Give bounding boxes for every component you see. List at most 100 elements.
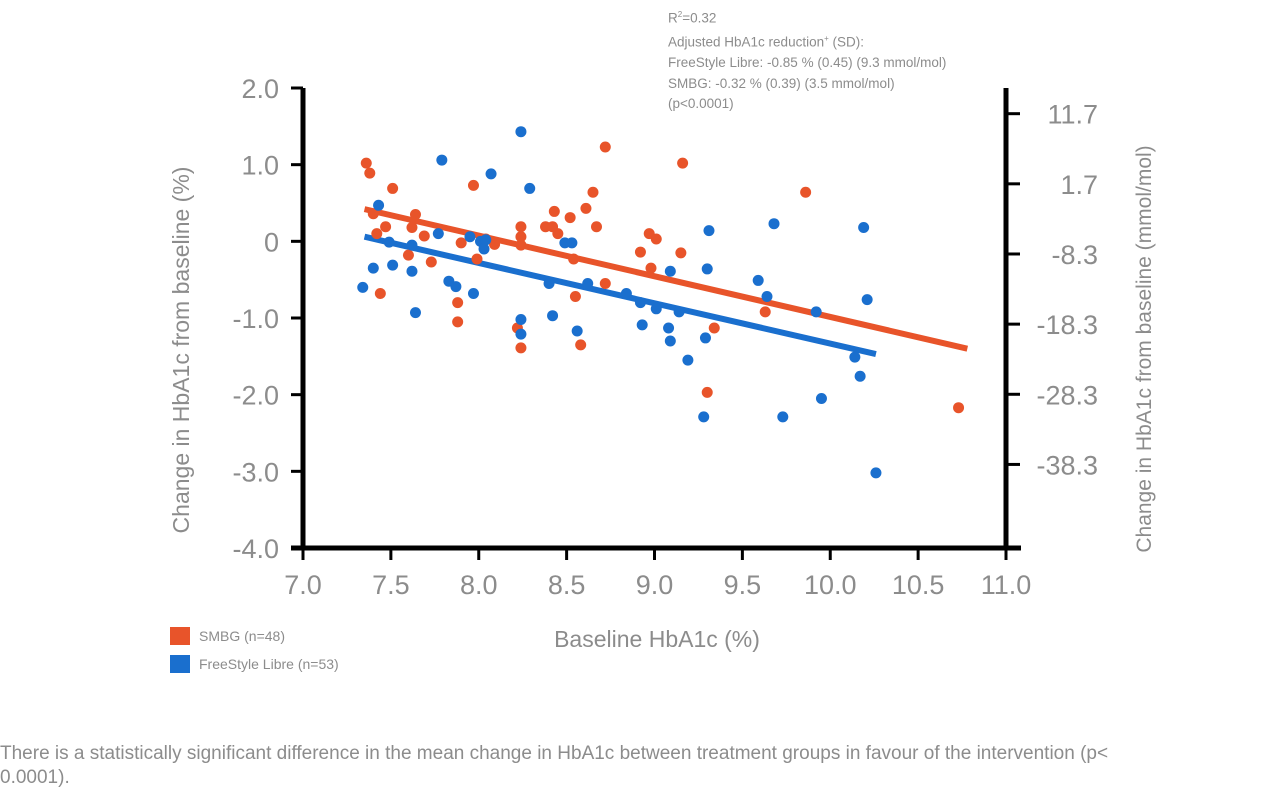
point-smbg <box>548 205 560 217</box>
point-libre <box>663 322 675 334</box>
point-smbg <box>591 221 603 233</box>
point-libre <box>432 228 444 240</box>
x-tick-label: 7.0 <box>284 570 322 600</box>
point-libre <box>682 354 694 366</box>
point-libre <box>515 314 527 326</box>
point-smbg <box>575 339 587 351</box>
legend-swatch-smbg <box>170 627 190 645</box>
point-libre <box>383 236 395 248</box>
x-tick-label: 9.5 <box>724 570 762 600</box>
libre-stat-line: FreeStyle Libre: -0.85 % (0.45) (9.3 mmo… <box>668 55 947 70</box>
y-tick-label: 0 <box>264 227 279 257</box>
point-libre <box>620 287 632 299</box>
legend: SMBG (n=48) FreeStyle Libre (n=53) <box>170 626 339 682</box>
point-libre <box>467 287 479 299</box>
point-smbg <box>708 322 720 334</box>
point-smbg <box>677 157 689 169</box>
point-smbg <box>569 291 581 303</box>
point-smbg <box>599 141 611 153</box>
point-libre <box>673 306 685 318</box>
x-tick-label: 9.0 <box>636 570 674 600</box>
trendline-smbg <box>363 206 969 352</box>
point-libre <box>752 274 764 286</box>
point-libre <box>480 234 492 246</box>
point-libre <box>768 218 780 230</box>
point-smbg <box>580 202 592 214</box>
point-libre <box>810 306 822 318</box>
point-smbg <box>515 221 527 233</box>
point-smbg <box>599 278 611 289</box>
y-right-tick-label: -8.3 <box>1051 240 1098 270</box>
point-smbg <box>409 209 421 220</box>
point-libre <box>357 281 369 293</box>
point-smbg <box>418 230 430 242</box>
x-tick-label: 8.5 <box>548 570 586 600</box>
point-libre <box>854 370 866 382</box>
point-libre <box>406 239 418 251</box>
point-libre <box>409 307 421 319</box>
point-smbg <box>360 157 372 169</box>
point-libre <box>543 278 555 289</box>
trendline-libre <box>363 233 877 357</box>
point-smbg <box>587 186 599 198</box>
adjusted-reduction-line: Adjusted HbA1c reduction+ (SD): <box>668 34 865 50</box>
point-smbg <box>380 221 392 233</box>
y-right-tick-label: -18.3 <box>1036 310 1098 340</box>
point-libre <box>703 225 715 237</box>
point-libre <box>701 263 713 275</box>
legend-item-libre: FreeStyle Libre (n=53) <box>170 654 339 674</box>
point-smbg <box>800 186 812 198</box>
point-smbg <box>425 256 437 268</box>
point-smbg <box>367 208 379 220</box>
point-smbg <box>552 228 564 240</box>
point-libre <box>815 393 827 404</box>
y-tick-label: -1.0 <box>232 304 279 334</box>
point-libre <box>524 182 536 194</box>
point-smbg <box>564 212 576 224</box>
point-libre <box>699 332 711 344</box>
point-smbg <box>634 246 646 258</box>
point-smbg <box>568 253 580 265</box>
point-libre <box>861 294 873 306</box>
point-smbg <box>701 386 713 398</box>
point-libre <box>485 168 497 180</box>
point-smbg <box>455 237 467 249</box>
point-libre <box>450 281 462 293</box>
legend-swatch-libre <box>170 655 190 673</box>
x-tick-label: 10.0 <box>804 570 857 600</box>
point-smbg <box>645 262 657 274</box>
point-smbg <box>515 239 527 251</box>
point-smbg <box>515 342 527 354</box>
point-libre <box>664 265 676 277</box>
point-libre <box>547 310 559 322</box>
point-libre <box>777 411 789 423</box>
x-tick-label: 10.5 <box>892 570 945 600</box>
point-libre <box>849 351 861 363</box>
point-libre <box>650 303 662 315</box>
r-squared-line: R2=0.32 <box>668 10 717 26</box>
point-libre <box>373 199 385 211</box>
y-tick-label: 1.0 <box>241 151 279 181</box>
legend-label-libre: FreeStyle Libre (n=53) <box>199 656 339 672</box>
point-libre <box>698 411 710 423</box>
data-points <box>357 126 965 479</box>
point-smbg <box>374 287 386 299</box>
point-smbg <box>759 306 771 318</box>
y-right-tick-label: -28.3 <box>1036 380 1098 410</box>
trendlines <box>363 206 969 357</box>
legend-label-smbg: SMBG (n=48) <box>199 628 285 644</box>
x-tick-label: 8.0 <box>460 570 498 600</box>
y-axis-title-right: Change in HbA1c from baseline (mmol/mol) <box>1133 145 1156 552</box>
point-smbg <box>515 231 527 243</box>
point-libre <box>858 222 870 234</box>
point-smbg <box>489 238 501 250</box>
point-libre <box>664 335 676 347</box>
point-smbg <box>364 167 376 179</box>
smbg-stat-line: SMBG: -0.32 % (0.39) (3.5 mmol/mol) <box>668 75 895 91</box>
point-smbg <box>371 228 383 240</box>
y-tick-label: -3.0 <box>232 457 279 487</box>
legend-item-smbg: SMBG (n=48) <box>170 626 339 646</box>
point-libre <box>478 243 490 255</box>
y-right-tick-label: 11.7 <box>1047 100 1098 130</box>
point-libre <box>571 325 583 337</box>
